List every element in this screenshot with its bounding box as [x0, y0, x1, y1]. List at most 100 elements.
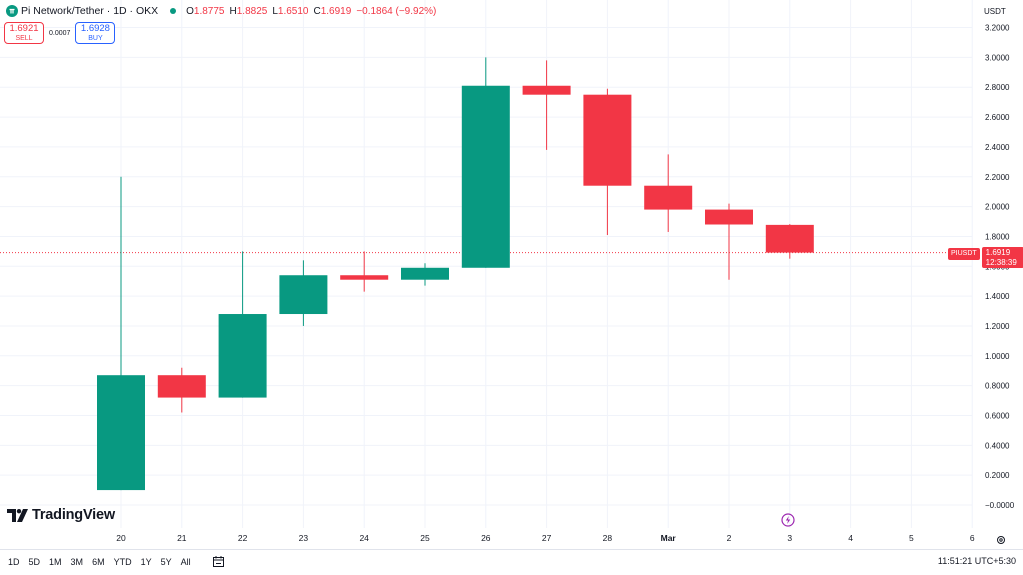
symbol-title[interactable]: Pi Network/Tether · 1D · OKX — [21, 5, 159, 17]
y-tick-label: 1.8000 — [985, 232, 1010, 241]
time-range-6m[interactable]: 6M — [92, 556, 105, 567]
x-tick-label: 2 — [727, 533, 732, 543]
time-range-5y[interactable]: 5Y — [160, 556, 172, 567]
y-tick-label: 2.4000 — [985, 143, 1010, 152]
time-range-1d[interactable]: 1D — [8, 556, 20, 567]
flash-event-icon[interactable] — [781, 513, 795, 532]
candle-body — [522, 85, 571, 95]
clock-timezone[interactable]: 11:51:21 UTC+5:30 — [937, 556, 1016, 566]
candle-body — [765, 224, 814, 253]
candle-body — [340, 275, 389, 280]
y-tick-label: 2.8000 — [985, 83, 1010, 92]
y-tick-label: 3.2000 — [985, 24, 1010, 33]
x-tick-label: 20 — [116, 533, 126, 543]
live-status-icon — [170, 8, 177, 14]
settings-gear-icon[interactable] — [996, 532, 1006, 550]
calendar-range-icon[interactable] — [212, 555, 225, 568]
sell-price: 1.6921 — [9, 23, 39, 34]
y-tick-label: 1.4000 — [985, 292, 1010, 301]
candle-body — [401, 267, 449, 280]
last-price-tag: PIUSDT 1.6919 12:38:39 — [948, 247, 1023, 268]
candle-body — [644, 185, 693, 210]
y-tick-label: 0.8000 — [985, 382, 1010, 391]
buy-price: 1.6928 — [80, 23, 110, 34]
currency-label[interactable]: USDT — [984, 7, 1006, 16]
time-range-1m[interactable]: 1M — [49, 556, 62, 567]
candle-2025-02-20[interactable] — [97, 176, 145, 491]
candle-2025-03-02[interactable] — [705, 203, 753, 280]
x-tick-label: Mar — [661, 533, 677, 543]
ohlc-value: 1.6510 — [277, 5, 309, 17]
candle-2025-02-23[interactable] — [279, 260, 328, 326]
x-tick-label: 4 — [848, 533, 853, 543]
x-tick-label: 23 — [299, 533, 309, 543]
x-tick-label: 26 — [481, 533, 491, 543]
spread-value: 0.0007 — [49, 29, 71, 37]
symbol-legend: Pi Network/Tether · 1D · OKX O1.8775 H1.8… — [6, 4, 441, 18]
candle-body — [461, 85, 510, 268]
candle-2025-03-01[interactable] — [644, 154, 693, 232]
candle-body — [583, 94, 632, 186]
time-range-all[interactable]: All — [180, 556, 191, 567]
ohlc-value: 1.8775 — [193, 5, 225, 17]
x-tick-label: 28 — [603, 533, 613, 543]
candle-2025-02-27[interactable] — [522, 60, 571, 150]
y-tick-label: 1.2000 — [985, 322, 1010, 331]
y-tick-label: 2.0000 — [985, 203, 1010, 212]
price-tag-symbol: PIUSDT — [948, 248, 980, 260]
time-range-ytd[interactable]: YTD — [113, 556, 132, 567]
time-range-selector: 1D 5D 1M 3M 6M YTD 1Y 5Y All — [0, 557, 200, 567]
y-tick-label: 1.0000 — [985, 352, 1010, 361]
candle-2025-02-24[interactable] — [340, 251, 389, 292]
candle-2025-02-28[interactable] — [583, 88, 632, 235]
price-tag-countdown: 12:38:39 — [985, 257, 1017, 267]
x-tick-label: 22 — [238, 533, 248, 543]
ohlc-key: C — [313, 5, 321, 17]
candle-body — [218, 314, 267, 398]
y-tick-label: 0.6000 — [985, 411, 1010, 420]
candles — [97, 57, 814, 491]
x-tick-label: 27 — [542, 533, 552, 543]
ohlc-key: H — [229, 5, 237, 17]
ohlc-value: 1.8825 — [236, 5, 268, 17]
y-tick-label: −0.0000 — [985, 501, 1015, 510]
sell-label: SELL — [15, 35, 33, 42]
candle-body — [97, 375, 145, 491]
ohlc-value: −0.1864 (−9.92%) — [356, 5, 437, 17]
x-tick-label: 25 — [420, 533, 430, 543]
price-tag-value: 1.6919 12:38:39 — [981, 247, 1023, 268]
ohlc-value: 1.6919 — [320, 5, 352, 17]
candle-2025-02-21[interactable] — [157, 367, 206, 413]
tradingview-logo-text: TradingView — [32, 507, 115, 523]
candle-body — [705, 209, 753, 225]
time-axis: 20 21 22 23 24 25 26 27 28 Mar 2 3 4 5 6 — [116, 533, 975, 543]
y-tick-label: 0.4000 — [985, 441, 1010, 450]
pi-network-icon — [6, 5, 18, 17]
y-tick-label: 2.2000 — [985, 173, 1010, 182]
tradingview-logo[interactable]: TradingView — [7, 507, 115, 523]
ohlc-values: O1.8775 H1.8825 L1.6510 C1.6919 −0.1864 (−9.… — [186, 6, 441, 17]
x-tick-label: 6 — [970, 533, 975, 543]
x-tick-label: 21 — [177, 533, 187, 543]
candle-2025-03-03[interactable] — [765, 224, 814, 259]
buy-button[interactable]: 1.6928 BUY — [75, 22, 116, 44]
x-tick-label: 24 — [359, 533, 369, 543]
x-tick-label: 3 — [787, 533, 792, 543]
sell-button[interactable]: 1.6921 SELL — [4, 22, 44, 44]
candle-2025-02-22[interactable] — [218, 251, 267, 398]
time-range-5d[interactable]: 5D — [28, 556, 41, 567]
time-range-1y[interactable]: 1Y — [140, 556, 152, 567]
candle-body — [157, 375, 206, 398]
time-range-3m[interactable]: 3M — [70, 556, 84, 567]
trade-panel: 1.6921 SELL 0.0007 1.6928 BUY — [4, 22, 116, 44]
tradingview-logo-icon — [7, 508, 28, 522]
y-tick-label: 3.0000 — [985, 53, 1010, 62]
candle-2025-02-26[interactable] — [461, 57, 510, 268]
y-tick-label: 2.6000 — [985, 113, 1010, 122]
price-tag-price: 1.6919 — [985, 248, 1011, 257]
y-tick-label: 0.2000 — [985, 471, 1010, 480]
candle-2025-02-25[interactable] — [401, 263, 449, 286]
candle-body — [279, 275, 328, 315]
ohlc-key: L — [272, 5, 278, 17]
